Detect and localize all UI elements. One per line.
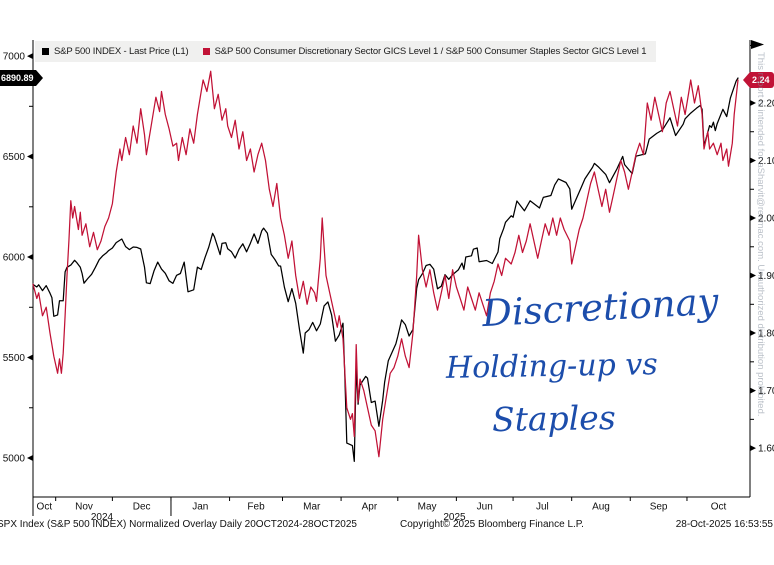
y-tick-marker-right (750, 157, 756, 164)
x-month-label: Nov (75, 502, 93, 513)
y-tick-label-left: 6500 (3, 152, 26, 163)
handwritten-annotation-line2: Holding-up vs (445, 347, 658, 386)
last-price-badge-left: 6890.89 (0, 69, 43, 86)
badge-pointer-icon (743, 71, 750, 88)
last-price-badge-right: 2.24 (743, 71, 774, 88)
y-tick-marker-right (750, 387, 756, 394)
y-tick-label-right: 1.80 (758, 329, 774, 340)
legend-swatch-ratio-icon (202, 48, 210, 55)
x-month-label: Aug (592, 502, 610, 513)
y-tick-label-right: 1.70 (758, 386, 774, 397)
series-line-spx (32, 77, 739, 463)
legend-swatch-spx-icon (42, 48, 49, 55)
watermark-disclaimer: This report is intended for aSharvit@ren… (755, 52, 766, 417)
x-month-label: Oct (37, 502, 53, 513)
footer-copyright: Copyright© 2025 Bloomberg Finance L.P. (400, 519, 584, 530)
y-tick-label-right: 1.90 (758, 271, 774, 282)
x-year-label: 2024 (91, 512, 114, 523)
y-tick-label-right: 1.60 (758, 444, 774, 455)
x-month-label: Dec (133, 502, 151, 513)
last-price-value-left: 6890.89 (0, 69, 36, 86)
x-year-label: 2025 (443, 512, 466, 523)
x-month-label: Jan (192, 502, 208, 513)
handwritten-annotation-line3: Staples (491, 397, 617, 440)
y-tick-marker-left (27, 153, 33, 160)
y-tick-label-left: 5000 (3, 454, 26, 465)
y-tick-marker-right (750, 445, 756, 452)
chart-legend: S&P 500 INDEX - Last Price (L1) S&P 500 … (35, 41, 657, 62)
y-tick-label-right: 2.00 (758, 214, 774, 225)
x-month-label: May (418, 502, 437, 513)
x-month-label: Oct (711, 502, 727, 513)
y-tick-marker-left (27, 53, 33, 60)
legend-item-ratio[interactable]: S&P 500 Consumer Discretionary Sector GI… (202, 46, 647, 57)
legend-label-spx: S&P 500 INDEX - Last Price (L1) (54, 46, 189, 57)
y-tick-marker-left (27, 354, 33, 361)
last-price-value-right: 2.24 (750, 71, 774, 88)
x-month-label: Sep (650, 502, 668, 513)
y-tick-label-left: 7000 (3, 52, 26, 63)
y-tick-marker-right (750, 330, 756, 337)
series-line-discretionary-staples-ratio (32, 70, 739, 458)
footer-timestamp: 28-Oct-2025 16:53:55 (675, 519, 773, 530)
x-month-label: Jun (477, 502, 493, 513)
y-tick-label-right: 2.10 (758, 156, 774, 167)
y-tick-label-right: 2.20 (758, 98, 774, 109)
legend-label-ratio: S&P 500 Consumer Discretionary Sector GI… (214, 46, 647, 57)
y-tick-marker-left (27, 455, 33, 462)
x-month-label: Jul (536, 502, 549, 513)
legend-item-spx[interactable]: S&P 500 INDEX - Last Price (L1) (42, 46, 189, 57)
x-month-label: Apr (362, 502, 378, 513)
y-tick-marker-right (750, 215, 756, 222)
y-tick-label-left: 6000 (3, 253, 26, 264)
axis-top-flag-icon (751, 40, 764, 49)
y-tick-marker-right (750, 99, 756, 106)
y-tick-label-left: 5500 (3, 353, 26, 364)
x-month-label: Feb (247, 502, 265, 513)
badge-pointer-icon (35, 69, 43, 86)
y-tick-marker-left (27, 254, 33, 261)
y-tick-marker-right (750, 272, 756, 279)
footer-chart-description: SPX Index (S&P 500 INDEX) Normalized Ove… (0, 519, 357, 530)
x-month-label: Mar (303, 502, 321, 513)
